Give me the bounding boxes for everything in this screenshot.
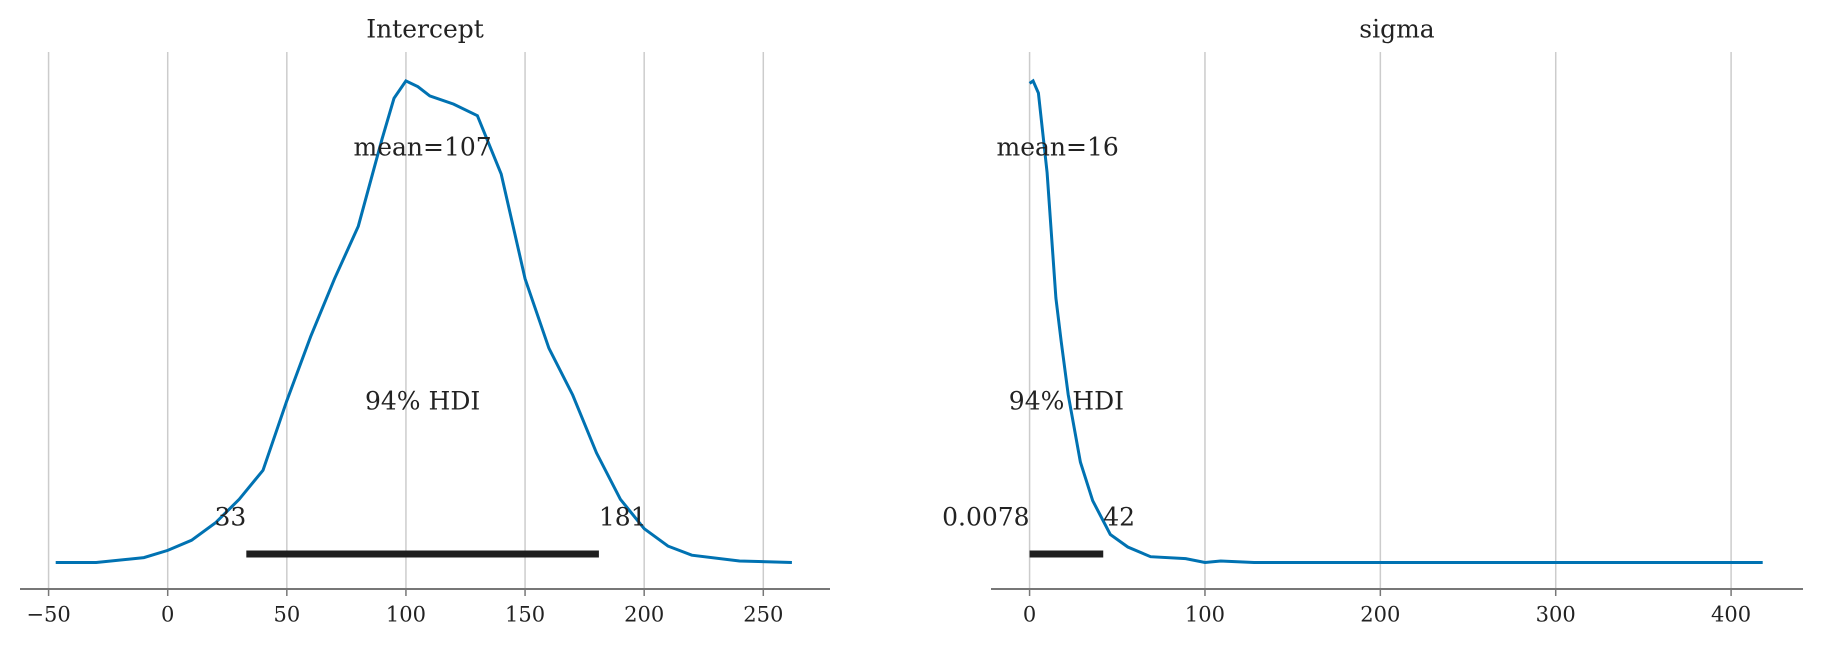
x-tick-label: 0 <box>1023 603 1036 627</box>
x-tick-label: 300 <box>1536 603 1576 627</box>
panel-title: Intercept <box>366 15 484 44</box>
hdi-high-label: 42 <box>1103 503 1135 532</box>
x-tick-label: 150 <box>505 603 545 627</box>
panel-title: sigma <box>1359 15 1435 44</box>
density-line <box>1028 78 1763 565</box>
density-line <box>55 78 792 564</box>
x-tick-label: 100 <box>386 603 426 627</box>
hdi-high-label: 181 <box>599 503 647 532</box>
x-tick-label: 400 <box>1711 603 1751 627</box>
mean-label: mean=16 <box>997 133 1119 162</box>
hdi-low-label: 0.0078 <box>942 503 1029 532</box>
x-tick-label: 200 <box>624 603 664 627</box>
x-tick-label: 50 <box>273 603 300 627</box>
hdi-label: 94% HDI <box>365 387 480 416</box>
x-tick-label: 100 <box>1185 603 1225 627</box>
x-tick-label: 200 <box>1360 603 1400 627</box>
mean-label: mean=107 <box>354 133 492 162</box>
x-tick-label: 0 <box>161 603 174 627</box>
hdi-label: 94% HDI <box>1009 387 1124 416</box>
x-tick-label: 250 <box>743 603 783 627</box>
hdi-low-label: 33 <box>215 503 247 532</box>
x-tick-label: −50 <box>26 603 70 627</box>
